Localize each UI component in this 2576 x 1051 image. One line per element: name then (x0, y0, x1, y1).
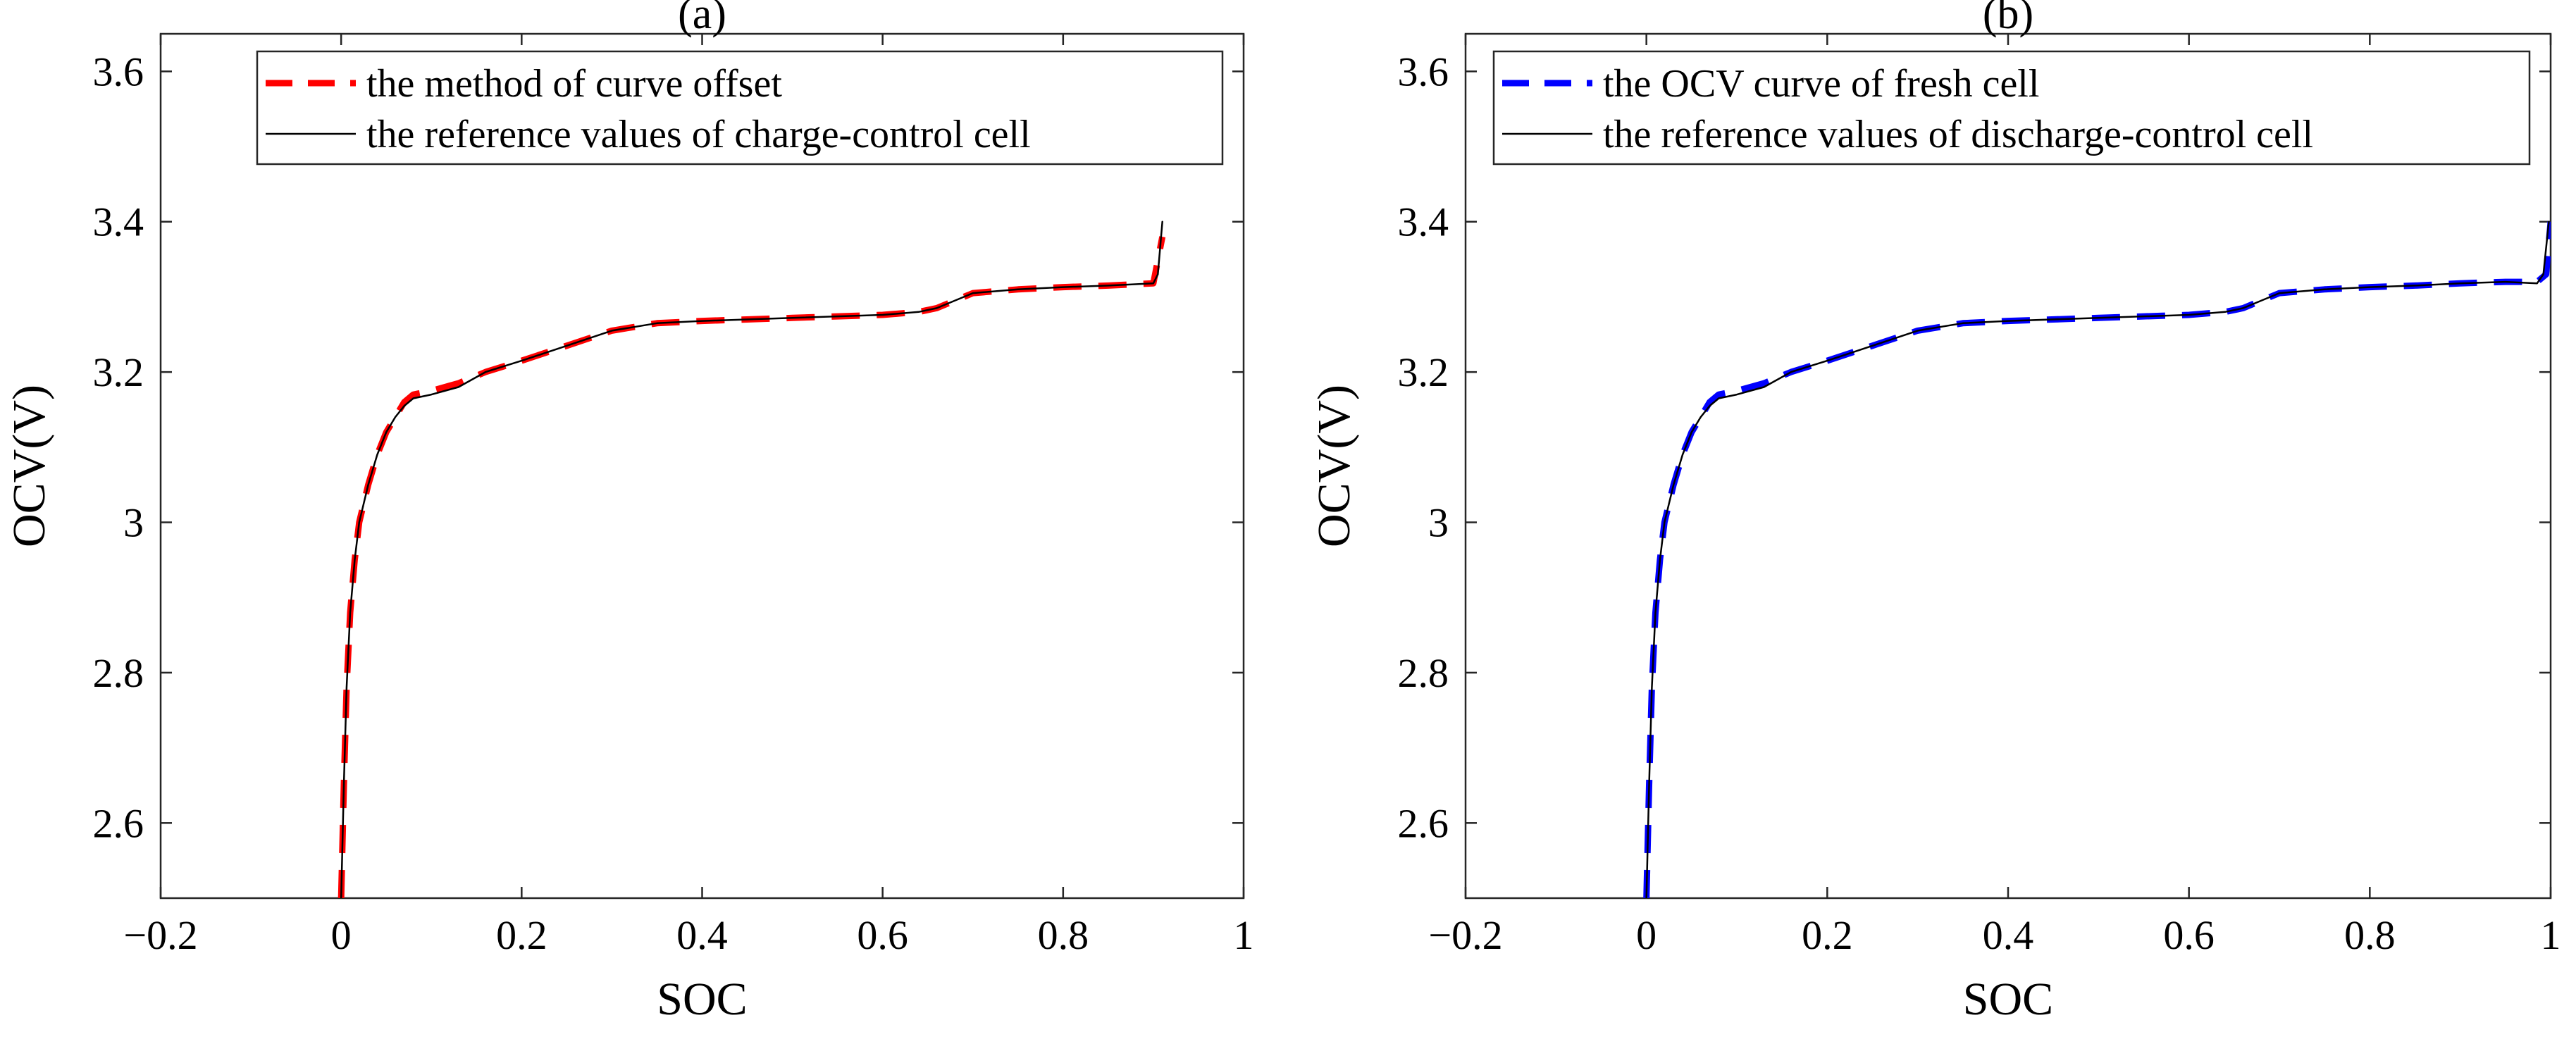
legend-box (256, 50, 1224, 166)
legend-label: the OCV curve of fresh cell (1603, 62, 2039, 106)
x-tick-label: 0.6 (2163, 912, 2215, 958)
x-tick-label: 1 (2541, 912, 2561, 958)
x-tick-label: 1 (1234, 912, 1254, 958)
y-tick-label: 2.6 (1398, 800, 1449, 846)
x-tick-label: 0.6 (857, 912, 908, 958)
y-tick-label: 3.4 (1398, 199, 1449, 245)
series-group (338, 220, 1166, 898)
x-tick-label: 0 (331, 912, 352, 958)
y-axis-label: OCV(V) (1308, 385, 1360, 547)
series-line-solid (340, 220, 1163, 898)
panel-b: −0.2 0 0.2 0.4 0.6 0.8 1 2.6 2.8 3 3.2 3.4 3.6 SOC OCV… (1308, 0, 2561, 1025)
x-tick-label: 0.4 (1983, 912, 2034, 958)
legend-label: the reference values of discharge-contro… (1603, 113, 2313, 156)
panel-title: (b) (1983, 0, 2033, 38)
x-tick-label: 0 (1636, 912, 1657, 958)
x-tick-label: 0.2 (1802, 912, 1853, 958)
legend-box (1492, 50, 2531, 166)
x-tick-label: 0.8 (1038, 912, 1089, 958)
x-axis-label: SOC (657, 974, 747, 1025)
x-tick-label: −0.2 (1428, 912, 1502, 958)
y-tick-label: 3.6 (93, 49, 144, 94)
x-tick-label: −0.2 (123, 912, 197, 958)
y-tick-label: 3.4 (93, 199, 144, 245)
series-group (1643, 220, 2551, 898)
plot-frame (159, 32, 1245, 900)
y-tick-label: 2.6 (93, 800, 144, 846)
y-tick-label: 2.8 (1398, 650, 1449, 696)
legend-label: the method of curve offset (366, 62, 782, 106)
y-tick-label: 3.2 (93, 349, 144, 395)
y-axis-label: OCV(V) (4, 385, 55, 547)
x-tick-label: 0.4 (676, 912, 728, 958)
legend: the method of curve offset the reference … (256, 50, 1224, 166)
y-tick-label: 3 (123, 500, 144, 546)
legend: the OCV curve of fresh cell the reference… (1492, 50, 2531, 166)
series-line-solid (1645, 220, 2550, 898)
x-tick-label: 0.2 (496, 912, 547, 958)
panel-a: −0.2 0 0.2 0.4 0.6 0.8 1 2.6 2.8 3 3.2 3.4 3.6 SOC OCV… (4, 0, 1254, 1025)
y-tick-label: 3 (1428, 500, 1449, 546)
x-tick-label: 0.8 (2344, 912, 2396, 958)
x-axis-label: SOC (1963, 974, 2053, 1025)
y-tick-label: 3.6 (1398, 49, 1449, 94)
panel-title: (a) (678, 0, 726, 38)
y-tick-label: 3.2 (1398, 349, 1449, 395)
legend-label: the reference values of charge-control c… (366, 113, 1031, 156)
y-tick-label: 2.8 (93, 650, 144, 696)
plot-frame (1464, 32, 2552, 900)
